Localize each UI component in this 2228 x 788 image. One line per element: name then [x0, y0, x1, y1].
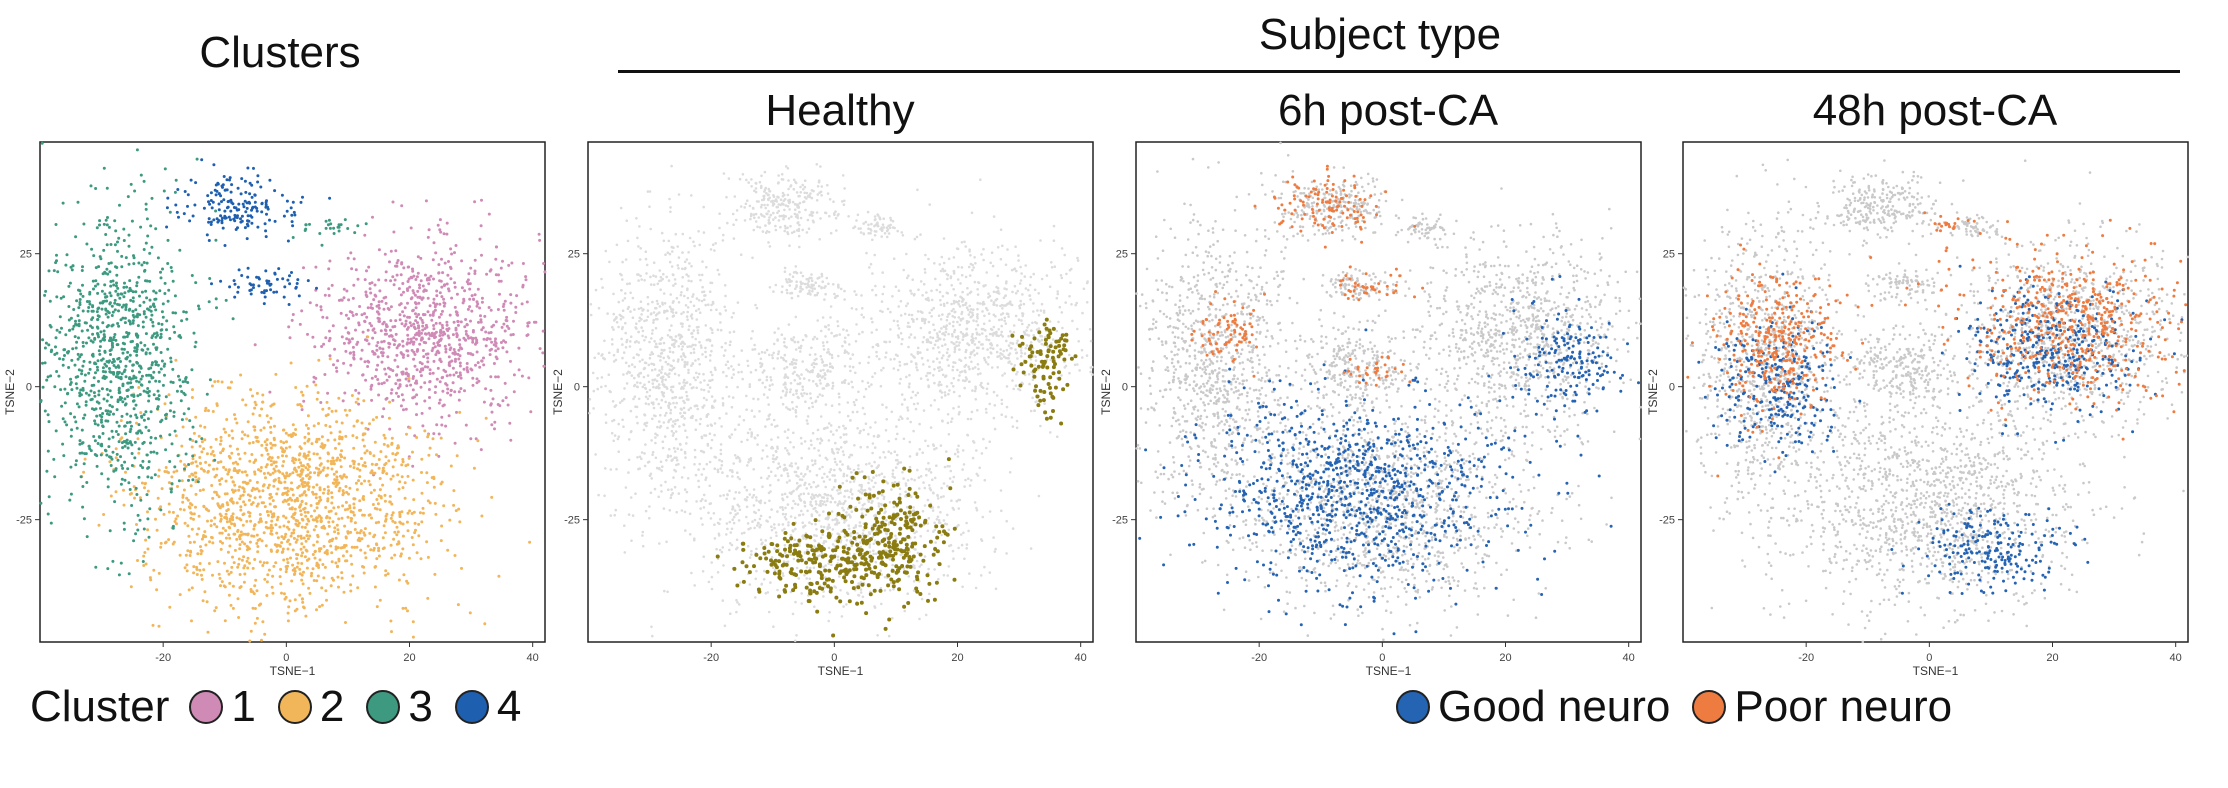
series-points — [253, 198, 547, 477]
y-tick-label: 25 — [20, 249, 32, 261]
y-tick-label: 25 — [1116, 249, 1128, 261]
x-tick-label: -20 — [1251, 652, 1267, 664]
clusters-panel: -20 0 20 40 -25 0 25 TSNE−1 TSNE−2 — [0, 140, 560, 680]
clusters-title: Clusters — [199, 28, 361, 77]
cluster-4-swatch-icon — [454, 690, 489, 724]
y-axis-label: TSNE−2 — [551, 369, 565, 415]
y-tick-label: 0 — [574, 382, 580, 394]
y-axis-label: TSNE−2 — [1646, 369, 1660, 415]
series-points — [39, 141, 368, 577]
healthy-title: Healthy — [765, 86, 915, 135]
y-tick-label: 0 — [26, 382, 32, 394]
y-tick-label: -25 — [1659, 515, 1675, 527]
outcome-legend-label: Good neuro — [1438, 682, 1671, 731]
x-tick-label: -20 — [703, 652, 719, 664]
y-tick-label: -25 — [564, 515, 580, 527]
y-tick-label: 25 — [568, 249, 580, 261]
series-points — [165, 158, 332, 306]
clusters-plot: -20 0 20 40 -25 0 25 TSNE−1 TSNE−2 — [3, 141, 547, 678]
series-points — [1697, 264, 2184, 595]
x-tick-label: 0 — [831, 652, 837, 664]
6h-post-ca-panel: -20 0 20 40 -25 0 25 TSNE−1 TSNE−2 — [1096, 140, 1656, 680]
y-tick-label: 25 — [1663, 249, 1675, 261]
x-tick-label: 0 — [283, 652, 289, 664]
y-tick-label: -25 — [16, 515, 32, 527]
cluster-legend-item-3: 3 — [366, 682, 433, 732]
x-tick-label: 0 — [1379, 652, 1385, 664]
outcome-legend-label: Poor neuro — [1734, 682, 1953, 731]
x-tick-label: -20 — [155, 652, 171, 664]
x-tick-label: 20 — [1499, 652, 1511, 664]
48h-post-ca-panel: -20 0 20 40 -25 0 25 TSNE−1 TSNE−2 — [1643, 140, 2203, 680]
x-tick-label: 20 — [403, 652, 415, 664]
y-axis-label: TSNE−2 — [3, 369, 17, 415]
y-axis-label: TSNE−2 — [1099, 369, 1113, 415]
cluster-legend-title: Cluster — [30, 682, 170, 731]
x-tick-label: 20 — [951, 652, 963, 664]
cluster-legend-label: 1 — [231, 682, 256, 731]
cluster-legend-item-4: 4 — [454, 682, 522, 732]
cluster-legend-label: 3 — [408, 682, 433, 731]
series-points — [80, 335, 532, 643]
poor-neuro-swatch-icon — [1692, 690, 1727, 724]
y-tick-label: -25 — [1112, 515, 1128, 527]
outcome-legend-item-good: Good neuro — [1396, 682, 1670, 732]
subject-type-rule — [618, 70, 2180, 73]
y-tick-label: 0 — [1669, 382, 1675, 394]
x-tick-label: 40 — [1623, 652, 1635, 664]
cluster-1-swatch-icon — [189, 690, 224, 724]
plot-frame — [39, 141, 546, 643]
outcome-legend: Good neuro Poor neuro — [1396, 682, 1974, 732]
cluster-3-swatch-icon — [366, 690, 401, 724]
x-tick-label: 40 — [1075, 652, 1087, 664]
cluster-2-swatch-icon — [277, 690, 312, 724]
cluster-legend-label: 2 — [319, 682, 345, 731]
cluster-legend: Cluster 1 2 3 4 — [30, 682, 543, 732]
cluster-legend-item-2: 2 — [277, 682, 345, 732]
x-tick-label: 40 — [527, 652, 539, 664]
healthy-panel: -20 0 20 40 -25 0 25 TSNE−1 TSNE−2 — [548, 140, 1108, 680]
x-tick-label: -20 — [1798, 652, 1814, 664]
x-tick-label: 20 — [2046, 652, 2058, 664]
subject-type-title: Subject type — [1258, 10, 1502, 59]
x-axis-label: TSNE−1 — [818, 664, 864, 678]
6h-post-ca-plot: -20 0 20 40 -25 0 25 TSNE−1 TSNE−2 — [1099, 141, 1643, 678]
plot-frame — [1682, 141, 2189, 643]
48h-post-ca-title: 48h post-CA — [1812, 86, 2058, 135]
good-neuro-swatch-icon — [1396, 690, 1430, 724]
x-axis-label: TSNE−1 — [1366, 664, 1412, 678]
cluster-legend-label: 4 — [496, 682, 522, 731]
series-points — [1190, 164, 1425, 387]
series-points — [1686, 211, 2188, 478]
series-points — [715, 317, 1078, 638]
outcome-legend-item-poor: Poor neuro — [1692, 682, 1952, 732]
cluster-legend-item-1: 1 — [189, 682, 256, 732]
48h-post-ca-plot: -20 0 20 40 -25 0 25 TSNE−1 TSNE−2 — [1646, 141, 2190, 678]
series-points — [1138, 275, 1640, 636]
healthy-plot: -20 0 20 40 -25 0 25 TSNE−1 TSNE−2 — [551, 141, 1094, 678]
y-tick-label: 0 — [1122, 382, 1128, 394]
x-axis-label: TSNE−1 — [1913, 664, 1959, 678]
x-axis-label: TSNE−1 — [270, 664, 316, 678]
6h-post-ca-title: 6h post-CA — [1277, 86, 1499, 135]
x-tick-label: 40 — [2170, 652, 2182, 664]
x-tick-label: 0 — [1926, 652, 1932, 664]
